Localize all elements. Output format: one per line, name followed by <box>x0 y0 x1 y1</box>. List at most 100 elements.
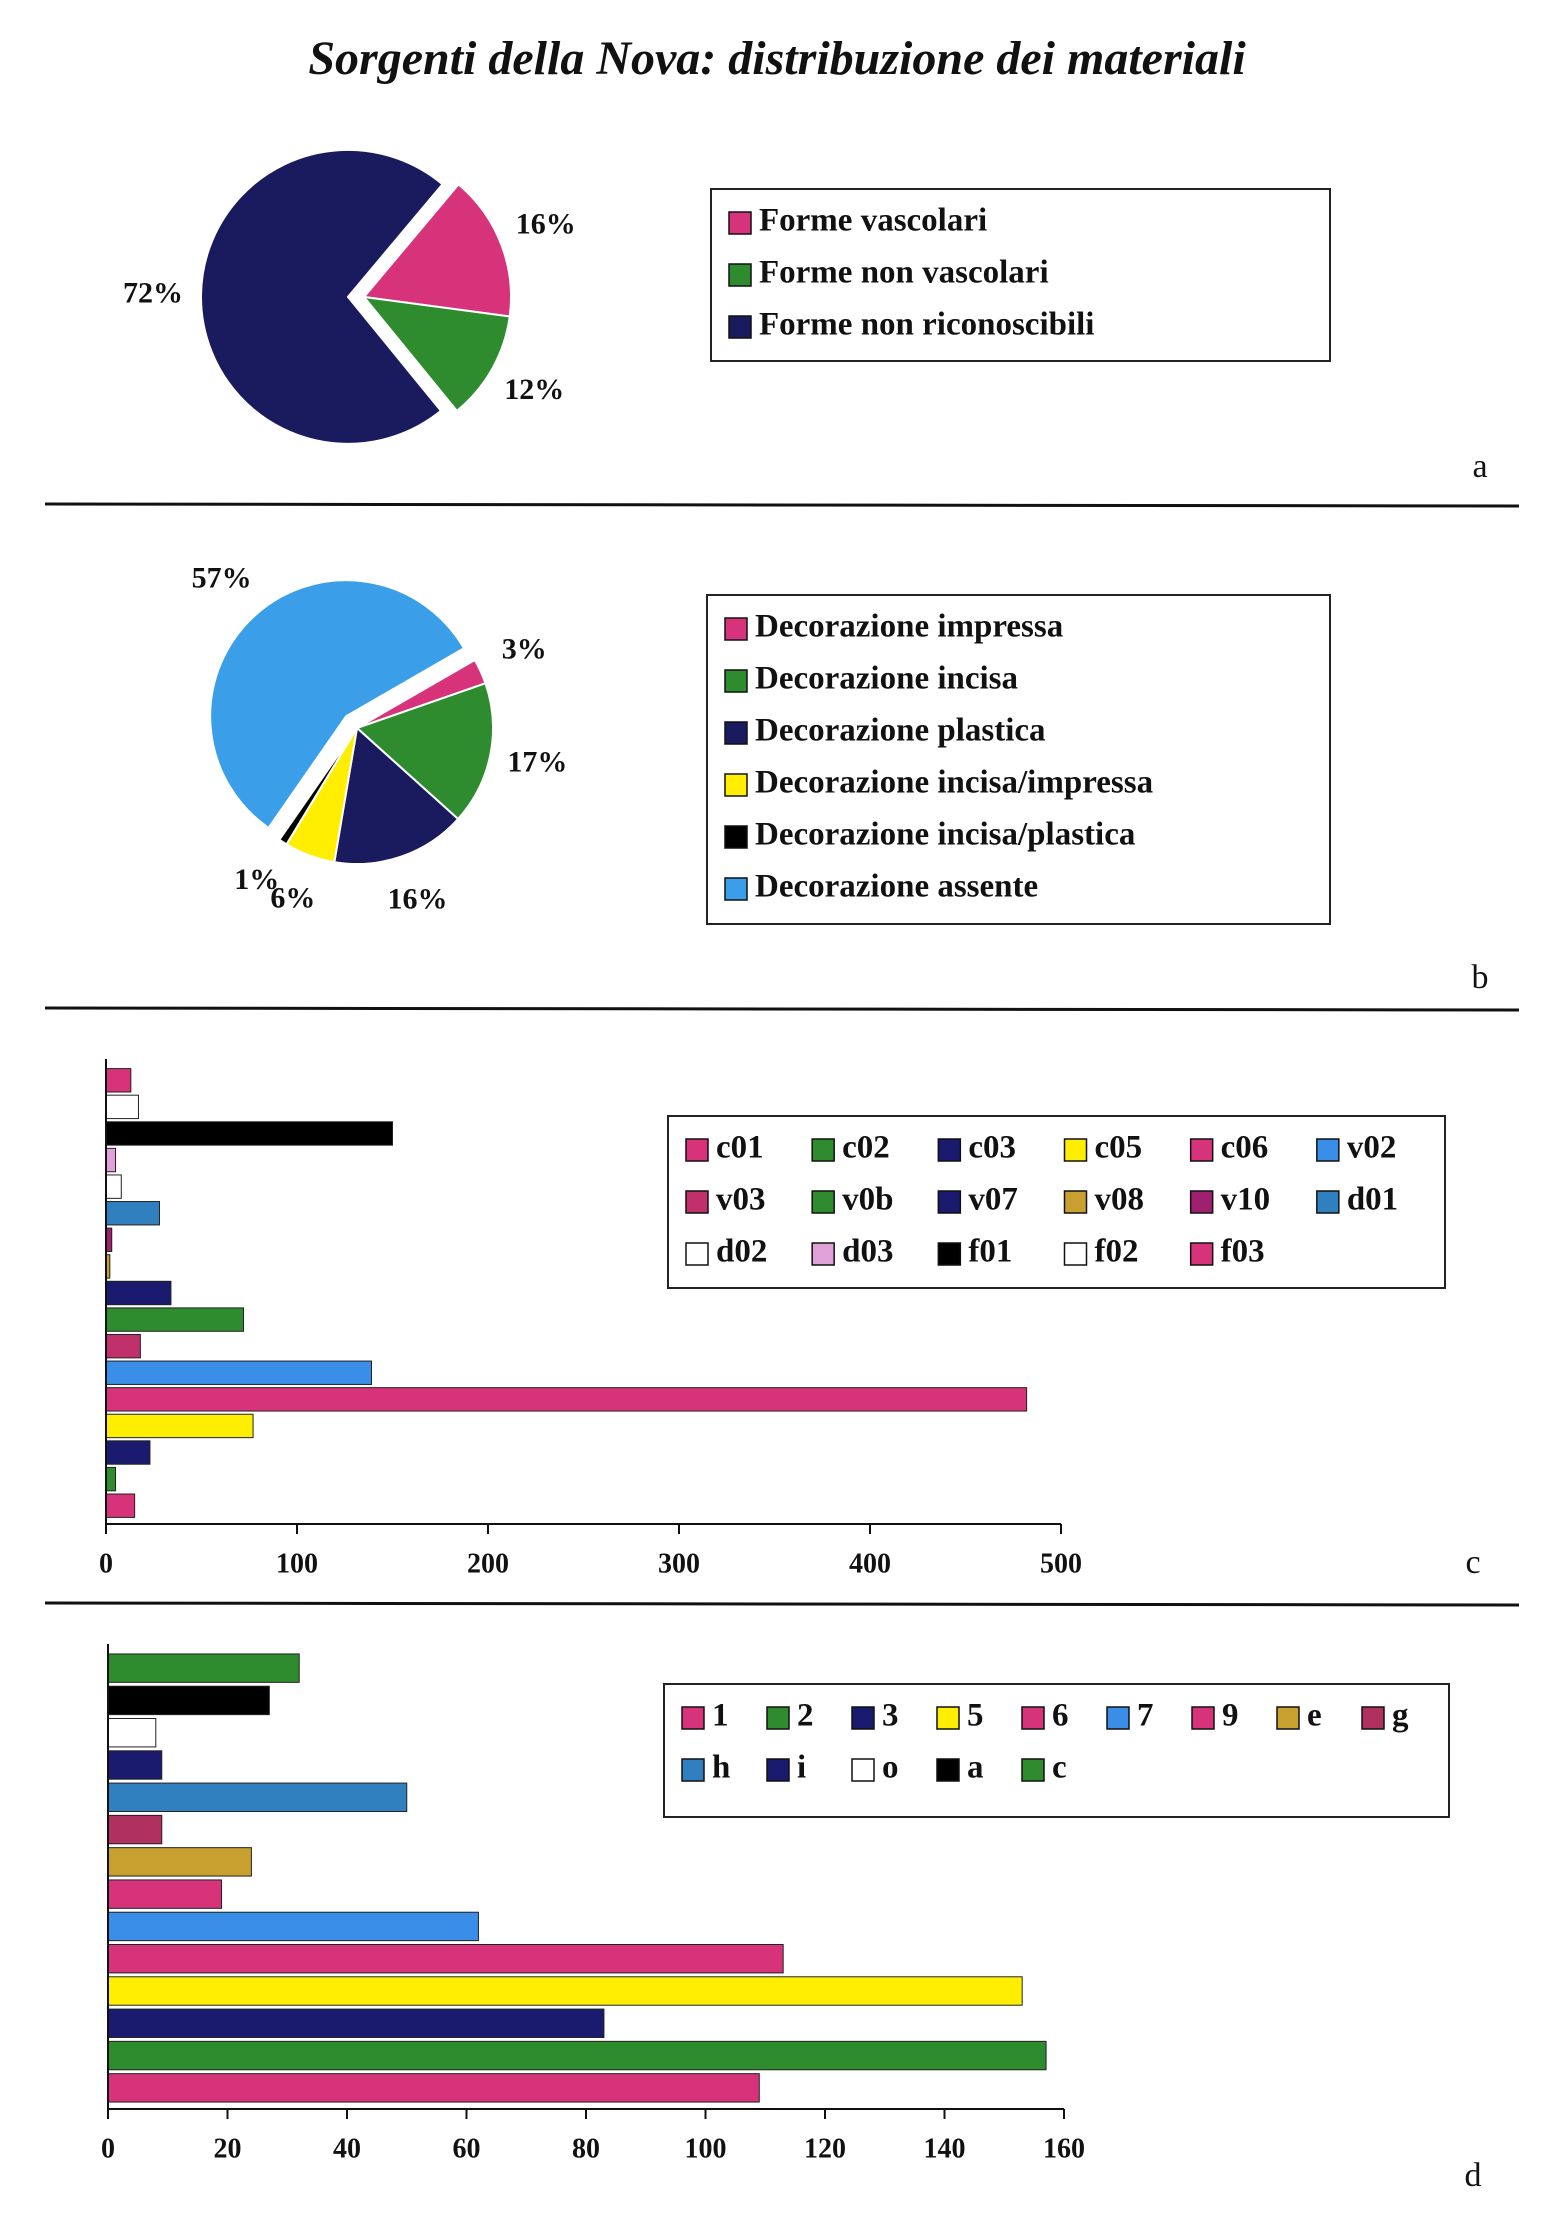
legend-label: Forme non vascolari <box>759 255 1049 291</box>
legend-label: 3 <box>882 1698 899 1734</box>
legend-swatch <box>685 1242 709 1266</box>
pie-value-label: 57% <box>192 562 252 595</box>
legend-label: 6 <box>1052 1698 1069 1734</box>
pie-slice <box>361 295 511 413</box>
x-tick-label: 300 <box>658 1548 700 1579</box>
pie-slice <box>355 682 494 821</box>
legend-swatch <box>937 1242 962 1266</box>
pie-slice <box>362 182 512 318</box>
bar <box>107 1911 479 1942</box>
bar <box>105 1121 393 1146</box>
pie-value-label: 3% <box>502 632 547 665</box>
legend-label: Forme vascolari <box>759 203 987 239</box>
pie-value-label: 17% <box>507 745 567 778</box>
legend-label: f03 <box>1221 1234 1265 1270</box>
legend-label: c02 <box>842 1130 890 1166</box>
legend-swatch <box>937 1138 962 1162</box>
pie-value-label: 16% <box>388 883 448 916</box>
pie-slice <box>200 148 444 445</box>
pie-value-label: 16% <box>516 207 576 240</box>
legend-swatch <box>1063 1242 1088 1266</box>
bar <box>105 1493 136 1518</box>
legend-label: 7 <box>1137 1698 1154 1734</box>
legend-swatch <box>728 211 752 235</box>
x-tick-label: 200 <box>467 1548 509 1579</box>
legend-label: 5 <box>967 1698 984 1734</box>
legend-label: Decorazione plastica <box>755 713 1046 749</box>
legend-label: a <box>967 1750 984 1786</box>
separator <box>44 1601 1520 1607</box>
pie-slice <box>333 726 460 865</box>
bar <box>107 2008 605 2038</box>
bar <box>107 2040 1047 2071</box>
legend-label: 1 <box>712 1698 729 1734</box>
legend-label: 2 <box>797 1698 814 1734</box>
bar <box>107 1685 270 1716</box>
legend-label: 9 <box>1222 1698 1239 1734</box>
legend-swatch <box>851 1706 875 1730</box>
x-tick-label: 160 <box>1043 2133 1085 2164</box>
legend-box <box>663 1683 1450 1818</box>
legend-label: h <box>712 1750 730 1786</box>
legend-label: c05 <box>1095 1130 1143 1166</box>
bar <box>105 1333 141 1359</box>
pie-value-label: 6% <box>270 881 315 914</box>
legend-swatch <box>681 1758 705 1782</box>
x-tick-label: 100 <box>276 1548 318 1579</box>
legend-label: f01 <box>968 1234 1012 1270</box>
legend-label: Decorazione incisa <box>755 661 1018 697</box>
separator <box>44 502 1520 508</box>
legend-swatch <box>1189 1138 1214 1162</box>
legend-swatch <box>1276 1706 1300 1730</box>
legend-label: c06 <box>1221 1130 1269 1166</box>
pie-slice <box>209 579 466 830</box>
bar <box>105 1413 254 1439</box>
bar <box>105 1147 117 1173</box>
panel-label: b <box>1472 959 1489 996</box>
legend-label: d01 <box>1347 1182 1398 1218</box>
bar <box>105 1174 122 1199</box>
bar <box>107 1847 252 1877</box>
legend-swatch <box>1316 1138 1340 1162</box>
legend-swatch <box>1189 1190 1214 1214</box>
bar <box>107 1653 300 1683</box>
legend-swatch <box>937 1190 962 1214</box>
bar <box>105 1307 245 1332</box>
legend-label: d03 <box>842 1234 893 1270</box>
legend-label: v10 <box>1221 1182 1271 1218</box>
legend-swatch <box>1063 1138 1088 1162</box>
x-tick-label: 140 <box>924 2133 966 2164</box>
pie-value-label: 12% <box>504 373 564 406</box>
legend-box <box>706 594 1331 925</box>
legend-swatch <box>1191 1706 1215 1730</box>
separator <box>44 1006 1520 1012</box>
legend-label: f02 <box>1095 1234 1139 1270</box>
bar <box>107 2073 760 2103</box>
x-tick-label: 0 <box>99 1548 113 1579</box>
x-tick-label: 400 <box>849 1548 891 1579</box>
legend-swatch <box>724 773 748 797</box>
legend-swatch <box>1106 1706 1130 1730</box>
bar <box>107 1879 223 1909</box>
figure-title: Sorgenti della Nova: distribuzione dei m… <box>308 32 1246 85</box>
legend-swatch <box>724 825 748 849</box>
legend-swatch <box>936 1706 960 1730</box>
x-tick-label: 40 <box>333 2133 361 2164</box>
legend-box <box>710 188 1331 362</box>
pie-value-label: 72% <box>123 276 183 309</box>
legend-label: Forme non riconoscibili <box>759 307 1094 343</box>
bar <box>105 1280 172 1306</box>
bar <box>107 1944 784 1974</box>
bar <box>105 1387 1028 1412</box>
legend-swatch <box>936 1758 960 1782</box>
bar <box>107 1976 1023 2006</box>
legend-swatch <box>1189 1242 1214 1266</box>
legend-swatch <box>728 315 752 339</box>
pie-value-label: 1% <box>234 863 279 896</box>
bar <box>105 1094 139 1120</box>
legend-label: c03 <box>968 1130 1016 1166</box>
legend-label: v0b <box>842 1182 893 1218</box>
legend-box <box>667 1115 1446 1289</box>
legend-swatch <box>766 1758 790 1782</box>
pie-slice <box>277 727 358 846</box>
